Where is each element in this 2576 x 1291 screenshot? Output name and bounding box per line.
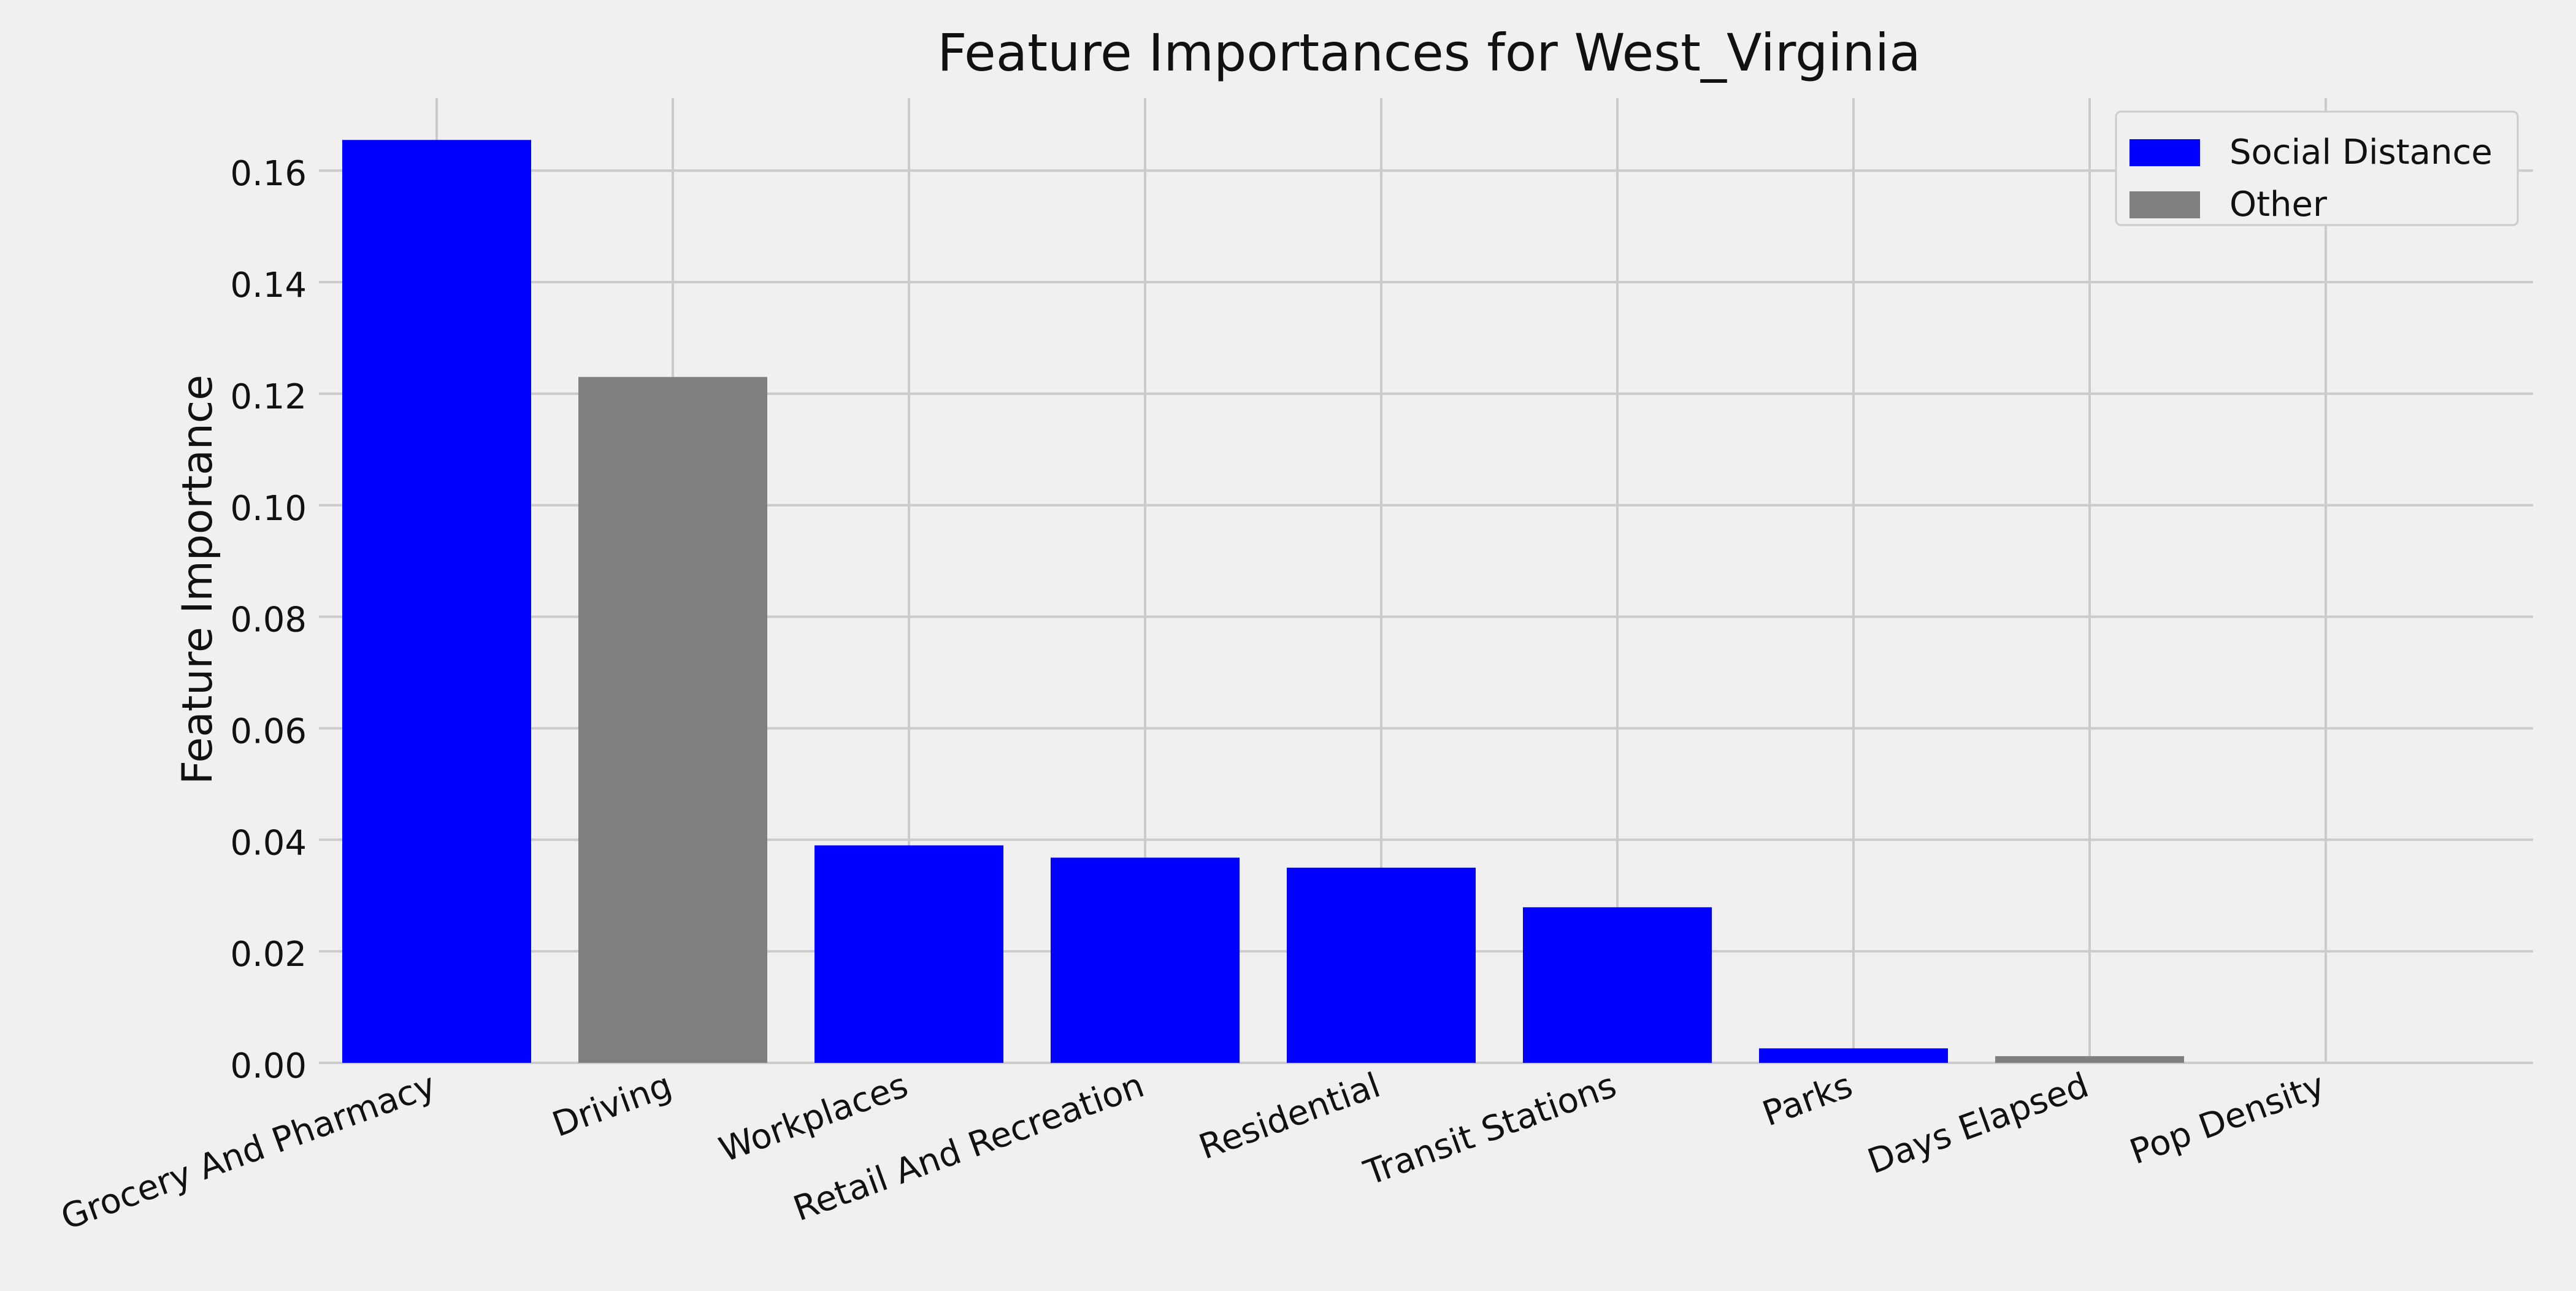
x-tick-label: Transit Stations bbox=[1359, 1065, 1622, 1193]
y-tick-label: 0.06 bbox=[230, 711, 307, 751]
y-axis-label: Feature Importance bbox=[174, 375, 222, 784]
x-tick-label: Parks bbox=[1757, 1065, 1857, 1134]
bar-residential bbox=[1287, 867, 1476, 1063]
y-tick-label: 0.04 bbox=[230, 823, 307, 863]
y-tick-label: 0.16 bbox=[230, 154, 307, 194]
legend-swatch bbox=[2129, 191, 2200, 218]
y-tick-labels: 0.00 0.02 0.04 0.06 0.08 0.10 0.12 0.14 0.16 bbox=[230, 154, 307, 1086]
y-tick-label: 0.08 bbox=[230, 600, 307, 640]
bar-grocery-and-pharmacy bbox=[342, 140, 531, 1063]
bar-transit-stations bbox=[1523, 907, 1712, 1063]
y-tick-label: 0.10 bbox=[230, 489, 307, 529]
x-tick-label: Days Elapsed bbox=[1863, 1065, 2094, 1182]
legend-frame bbox=[2115, 110, 2519, 226]
bars-layer bbox=[342, 140, 2184, 1063]
bar-parks bbox=[1759, 1048, 1948, 1063]
x-tick-label: Residential bbox=[1194, 1065, 1386, 1168]
bar-driving bbox=[578, 377, 767, 1063]
y-tick-label: 0.14 bbox=[230, 266, 307, 305]
bar-workplaces bbox=[815, 845, 1003, 1063]
bar-days-elapsed bbox=[1995, 1056, 2184, 1063]
chart-title: Feature Importances for West_Virginia bbox=[937, 23, 1920, 83]
y-tick-label: 0.00 bbox=[230, 1046, 307, 1086]
legend-label: Social Distance bbox=[2229, 132, 2493, 172]
legend-swatch bbox=[2129, 139, 2200, 166]
y-tick-label: 0.12 bbox=[230, 377, 307, 417]
x-tick-label: Pop Density bbox=[2125, 1065, 2329, 1173]
legend-label: Other bbox=[2229, 185, 2328, 224]
x-tick-labels: Grocery And Pharmacy Driving WorkplacesRet… bbox=[56, 1065, 2330, 1238]
y-tick-label: 0.02 bbox=[230, 935, 307, 975]
legend: Social Distance Other bbox=[2115, 110, 2519, 226]
x-tick-label: Driving bbox=[547, 1065, 677, 1145]
x-tick-label: Grocery And Pharmacy bbox=[56, 1065, 441, 1238]
bar-retail-and-recreation bbox=[1051, 857, 1240, 1063]
x-tick-label: Workplaces bbox=[714, 1065, 913, 1170]
